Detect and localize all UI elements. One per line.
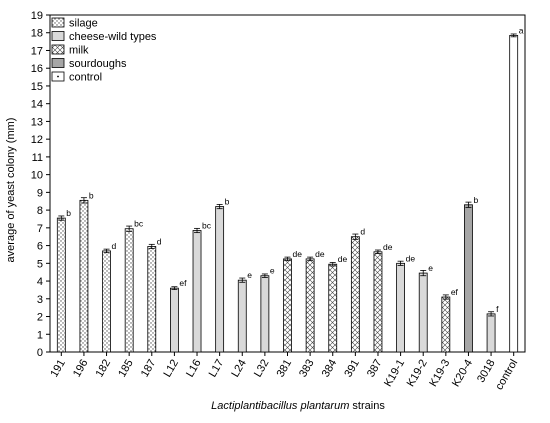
y-tick-label: 15 bbox=[31, 81, 43, 93]
bar bbox=[260, 275, 270, 353]
bar bbox=[283, 258, 292, 353]
bar bbox=[215, 206, 225, 353]
y-tick-label: 0 bbox=[37, 347, 43, 359]
bar bbox=[237, 279, 247, 353]
legend-swatch bbox=[51, 58, 65, 68]
y-tick-label: 16 bbox=[31, 63, 43, 75]
y-tick-label: 10 bbox=[31, 170, 43, 182]
significance-letter: e bbox=[428, 263, 433, 273]
bar bbox=[486, 313, 496, 353]
y-tick-label: 9 bbox=[37, 187, 43, 199]
significance-letter: a bbox=[519, 25, 524, 35]
y-tick-label: 19 bbox=[31, 10, 43, 22]
significance-letter: d bbox=[360, 227, 365, 237]
legend-swatch bbox=[51, 17, 65, 28]
y-tick-label: 13 bbox=[31, 116, 43, 128]
significance-letter: e bbox=[247, 270, 252, 280]
significance-letter: de bbox=[406, 253, 416, 263]
y-tick-label: 4 bbox=[37, 276, 43, 288]
bar bbox=[102, 250, 111, 353]
legend-label: control bbox=[69, 72, 102, 84]
legend-label: silage bbox=[69, 18, 98, 30]
y-tick-label: 1 bbox=[37, 329, 43, 341]
bar bbox=[56, 217, 66, 353]
significance-letter: b bbox=[89, 190, 94, 200]
significance-letter: ef bbox=[179, 278, 187, 288]
bar bbox=[328, 263, 338, 353]
legend-label: sourdoughs bbox=[69, 58, 127, 70]
significance-letter: f bbox=[496, 304, 499, 314]
x-axis-label-suffix: strains bbox=[349, 400, 385, 412]
y-tick-label: 5 bbox=[37, 258, 43, 270]
significance-letter: b bbox=[66, 208, 71, 218]
y-tick-label: 6 bbox=[37, 241, 43, 253]
significance-letter: de bbox=[293, 249, 303, 259]
legend-swatch-dot bbox=[57, 75, 59, 78]
significance-letter: de bbox=[315, 249, 325, 259]
y-tick-label: 7 bbox=[37, 223, 43, 235]
y-tick-label: 8 bbox=[37, 205, 43, 217]
significance-letter: b bbox=[473, 195, 478, 205]
bar bbox=[350, 236, 360, 353]
bar bbox=[305, 258, 315, 353]
y-tick-label: 11 bbox=[32, 152, 43, 164]
y-tick-label: 12 bbox=[31, 134, 43, 146]
legend-swatch bbox=[51, 44, 65, 55]
significance-letter: d bbox=[112, 241, 117, 251]
y-axis-label: average of yeast colony (mm) bbox=[5, 118, 17, 263]
y-tick-label: 2 bbox=[37, 312, 43, 324]
x-axis-label: Lactiplantibacillus plantarum strains bbox=[211, 400, 385, 412]
y-tick-label: 18 bbox=[31, 28, 43, 40]
bar bbox=[79, 199, 89, 353]
bar bbox=[124, 228, 134, 353]
y-tick-label: 3 bbox=[37, 294, 43, 306]
y-tick-label: 17 bbox=[31, 45, 43, 57]
bar bbox=[170, 287, 179, 353]
bar bbox=[509, 34, 519, 353]
bar bbox=[192, 230, 202, 353]
significance-letter: d bbox=[157, 236, 162, 246]
y-tick-label: 14 bbox=[31, 99, 43, 111]
bar bbox=[373, 251, 383, 353]
legend-label: cheese-wild types bbox=[69, 31, 157, 43]
significance-letter: ef bbox=[451, 287, 459, 297]
significance-letter: de bbox=[383, 242, 393, 252]
significance-letter: b bbox=[225, 197, 230, 207]
x-axis-label-italic: Lactiplantibacillus plantarum bbox=[211, 400, 349, 412]
bar bbox=[464, 204, 473, 353]
bar bbox=[441, 296, 451, 353]
bars: b b d bc d ef bc b e e de de de d de de e ef b f a bbox=[56, 25, 524, 353]
bar bbox=[418, 272, 428, 353]
significance-letter: bc bbox=[202, 221, 212, 231]
significance-letter: e bbox=[270, 266, 275, 276]
significance-letter: bc bbox=[134, 219, 144, 229]
bar bbox=[396, 262, 405, 353]
legend-label: milk bbox=[69, 45, 89, 57]
significance-letter: de bbox=[338, 254, 348, 264]
bar bbox=[147, 246, 157, 353]
legend-swatch bbox=[51, 31, 65, 41]
